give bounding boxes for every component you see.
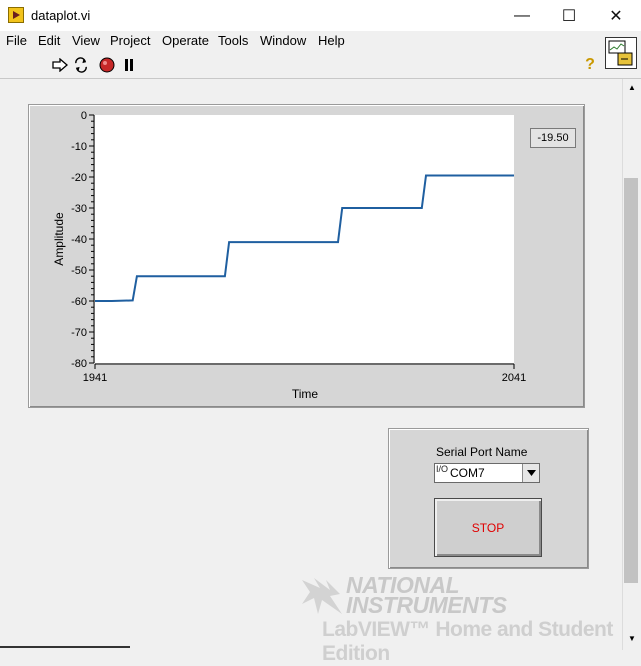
pause-icon[interactable] bbox=[121, 57, 137, 73]
y-tick-label: -10 bbox=[71, 141, 87, 153]
y-axis-label: Amplitude bbox=[52, 212, 66, 266]
y-tick-label: -50 bbox=[71, 265, 87, 277]
amplitude-readout: -19.50 bbox=[530, 128, 576, 148]
y-tick-label: -60 bbox=[71, 296, 87, 308]
y-tick-label: -30 bbox=[71, 203, 87, 215]
vi-connector-icon[interactable] bbox=[605, 37, 637, 69]
menu-window[interactable]: Window bbox=[260, 33, 307, 48]
menu-bar: File Edit View Project Operate Tools Win… bbox=[0, 31, 600, 51]
menu-file[interactable]: File bbox=[6, 33, 27, 48]
y-tick-label: -80 bbox=[71, 358, 87, 370]
taskbar-edge bbox=[0, 646, 130, 648]
menu-tools[interactable]: Tools bbox=[218, 33, 249, 48]
y-tick-label: 0 bbox=[81, 110, 87, 122]
serial-port-select[interactable] bbox=[434, 463, 540, 483]
y-axis: 0 -10 -20 -30 -40 -50 -60 -70 -80 bbox=[71, 110, 95, 370]
menu-help[interactable]: Help bbox=[318, 33, 345, 48]
run-arrow-icon[interactable] bbox=[52, 57, 68, 73]
series-line bbox=[95, 174, 514, 302]
menu-operate[interactable]: Operate bbox=[162, 33, 209, 48]
serial-port-label: Serial Port Name bbox=[436, 445, 528, 459]
labview-vi-icon bbox=[8, 7, 24, 23]
menu-project[interactable]: Project bbox=[110, 33, 151, 48]
stop-button[interactable]: STOP bbox=[434, 498, 542, 557]
run-continuously-icon[interactable] bbox=[73, 57, 89, 73]
x-tick-label: 2041 bbox=[502, 372, 526, 384]
scroll-up-arrow-icon[interactable]: ▲ bbox=[628, 82, 636, 92]
maximize-button[interactable]: ☐ bbox=[561, 7, 577, 25]
minimize-button[interactable]: — bbox=[514, 6, 530, 24]
watermark-labview-edition: LabVIEW™ Home and Student Edition bbox=[322, 618, 613, 665]
ni-eagle-logo bbox=[302, 578, 342, 614]
serial-port-value: COM7 bbox=[450, 466, 485, 480]
scrollbar-thumb[interactable] bbox=[624, 178, 638, 583]
menu-edit[interactable]: Edit bbox=[38, 33, 61, 48]
x-tick-label: 1941 bbox=[83, 372, 107, 384]
close-button[interactable]: ✕ bbox=[609, 7, 623, 25]
plot-area bbox=[95, 115, 514, 363]
x-axis: 1941 2041 bbox=[83, 363, 526, 384]
watermark-national: NATIONAL bbox=[346, 572, 460, 598]
y-tick-label: -70 bbox=[71, 327, 87, 339]
scroll-down-arrow-icon[interactable]: ▼ bbox=[628, 633, 636, 643]
help-icon[interactable]: ? bbox=[585, 56, 595, 73]
visa-io-icon: I/O bbox=[436, 464, 449, 474]
abort-icon[interactable] bbox=[99, 57, 115, 73]
menu-view[interactable]: View bbox=[72, 33, 100, 48]
title-bar bbox=[0, 0, 641, 31]
y-tick-label: -40 bbox=[71, 234, 87, 246]
toolbar: ? bbox=[0, 52, 641, 79]
window-title: dataplot.vi bbox=[31, 8, 91, 23]
y-tick-label: -20 bbox=[71, 172, 87, 184]
watermark-instruments: INSTRUMENTS bbox=[346, 592, 507, 618]
x-axis-label: Time bbox=[292, 387, 319, 401]
waveform-chart: 0 -10 -20 -30 -40 -50 -60 -70 -80 1941 2041 Ampli… bbox=[52, 110, 526, 401]
chevron-down-icon[interactable] bbox=[522, 464, 539, 482]
